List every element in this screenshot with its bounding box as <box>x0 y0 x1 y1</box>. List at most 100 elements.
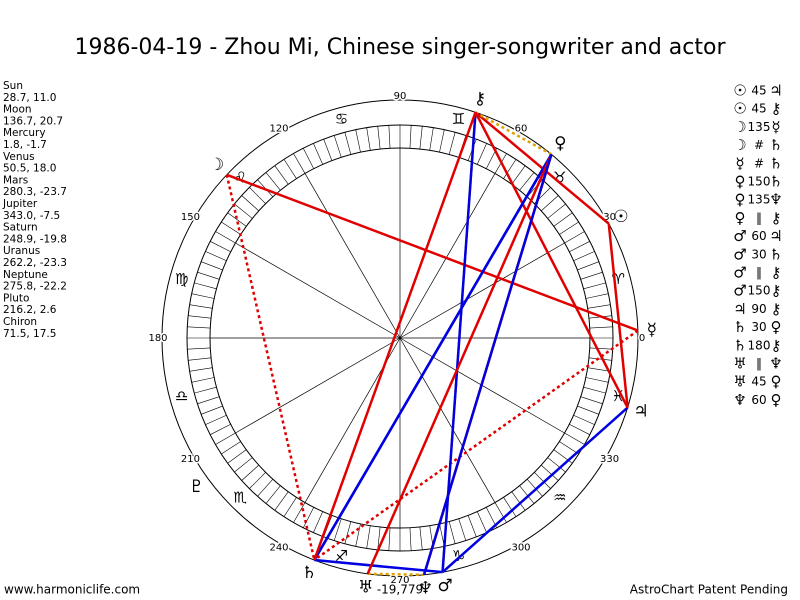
planet-glyph: ♆ <box>418 579 433 599</box>
chart-title: 1986-04-19 - Zhou Mi, Chinese singer-son… <box>74 35 726 60</box>
house-line <box>304 173 401 339</box>
footer-left: www.harmoniclife.com <box>4 583 140 597</box>
aspect-to: ⚷ <box>771 336 782 354</box>
ring-tick <box>573 415 595 425</box>
zodiac-sign: ♉ <box>553 169 566 187</box>
ring-tick <box>540 195 559 212</box>
aspect-type: 150 <box>748 284 771 298</box>
ring-tick <box>419 526 423 550</box>
ring-tick <box>283 497 297 517</box>
aspect-line <box>422 153 553 576</box>
aspect-from: ♆ <box>733 391 746 409</box>
ring-tick <box>313 511 323 533</box>
ring-tick <box>197 396 220 405</box>
aspect-to: ♃ <box>769 227 782 245</box>
ring-tick <box>477 511 487 533</box>
ring-tick <box>569 241 590 253</box>
planet-glyph: ♄ <box>302 563 317 583</box>
ring-tick <box>429 127 434 151</box>
ring-tick <box>241 464 260 481</box>
planet-glyph: ♅ <box>358 578 373 598</box>
aspect-type: 30 <box>751 247 766 261</box>
aspect-from: ♄ <box>733 318 746 336</box>
aspect-type: # <box>754 138 764 152</box>
ring-tick <box>577 261 599 271</box>
aspect-line <box>313 153 553 561</box>
aspect-type: 60 <box>751 229 766 243</box>
planet-name: Venus <box>3 151 35 163</box>
aspect-from: ♄ <box>733 336 746 354</box>
ring-tick <box>587 367 611 372</box>
planet-coords: 343.0, -7.5 <box>3 210 60 222</box>
degree-label: 300 <box>511 543 530 554</box>
ring-tick <box>366 525 371 549</box>
aspect-to: ♄ <box>769 245 782 263</box>
ring-tick <box>580 396 603 405</box>
aspect-type: ‖ <box>756 211 762 225</box>
aspect-line <box>313 329 639 562</box>
aspect-line <box>313 111 477 561</box>
degree-label: 0 <box>639 333 645 344</box>
aspect-to: ⚷ <box>771 100 782 118</box>
ring-tick <box>409 527 412 551</box>
aspect-line <box>607 223 629 408</box>
planet-coords: 136.7, 20.7 <box>3 115 63 127</box>
degree-label: 120 <box>269 123 288 134</box>
ring-tick <box>274 165 289 185</box>
aspect-line <box>314 558 443 574</box>
aspect-line <box>474 111 629 409</box>
ring-tick <box>344 132 352 155</box>
aspect-type: 45 <box>751 375 766 389</box>
planet-coords: 248.9, -19.8 <box>3 233 67 245</box>
degree-label: 180 <box>148 333 167 344</box>
ring-tick <box>553 212 573 227</box>
ring-tick <box>458 518 467 541</box>
aspect-from: ☽ <box>733 136 746 154</box>
aspect-from: ♂ <box>733 282 746 300</box>
zodiac-sign: ♐ <box>335 547 348 565</box>
zodiac-sign: ♊ <box>452 110 465 128</box>
ring-tick <box>559 221 579 235</box>
planet-coords: 275.8, -22.2 <box>3 281 67 293</box>
ring-tick <box>589 326 613 329</box>
aspect-from: ☉ <box>733 82 746 100</box>
ring-tick <box>187 326 211 329</box>
ring-tick <box>587 304 611 309</box>
aspect-type: 45 <box>751 102 766 116</box>
degree-label: 150 <box>181 212 200 223</box>
ring-tick <box>201 405 223 415</box>
ring-tick <box>519 485 535 504</box>
ring-tick <box>194 282 217 290</box>
ring-tick <box>205 415 227 425</box>
ring-tick <box>377 526 381 550</box>
ring-tick <box>511 165 526 185</box>
ring-tick <box>241 195 260 212</box>
ring-tick <box>526 478 543 497</box>
aspect-type: 135 <box>748 193 771 207</box>
planet-coords: 280.3, -23.7 <box>3 186 67 198</box>
ring-tick <box>547 203 566 219</box>
aspect-to: ♀ <box>771 391 782 409</box>
ring-tick <box>409 125 412 149</box>
ring-tick <box>221 441 241 455</box>
planet-glyph: ⚷ <box>474 89 486 109</box>
aspect-from: ♂ <box>733 245 746 263</box>
ring-tick <box>355 129 361 153</box>
planet-glyph: ♀ <box>554 134 566 154</box>
ring-tick <box>585 377 609 383</box>
ring-tick <box>323 139 333 161</box>
ring-tick <box>503 159 517 179</box>
degree-label: 330 <box>600 454 619 465</box>
aspect-to: ♆ <box>769 355 782 373</box>
aspect-from: ♀ <box>735 173 746 191</box>
ring-tick <box>388 527 391 551</box>
aspect-from: ☽ <box>733 118 746 136</box>
aspect-to: ♆ <box>769 191 782 209</box>
ring-tick <box>589 347 613 350</box>
ring-tick <box>274 491 289 511</box>
aspect-type: ‖ <box>756 266 762 280</box>
ring-tick <box>189 304 213 309</box>
ring-tick <box>580 271 603 280</box>
ring-tick <box>439 129 445 153</box>
ring-tick <box>494 502 507 523</box>
